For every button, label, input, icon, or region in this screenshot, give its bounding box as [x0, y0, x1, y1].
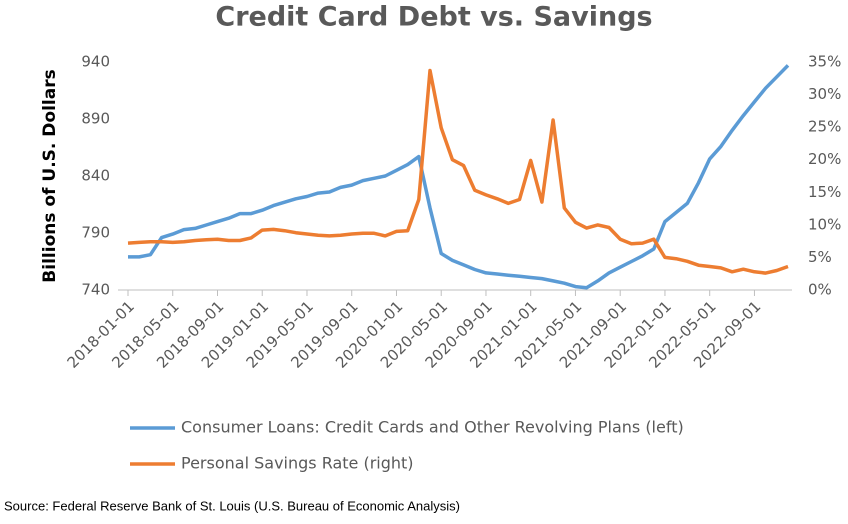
legend-label: Consumer Loans: Credit Cards and Other R… [181, 418, 684, 437]
y2-tick-label: 0% [808, 281, 832, 299]
y2-tick-label: 20% [808, 150, 841, 168]
source: Source: Federal Reserve Bank of St. Loui… [4, 498, 460, 513]
y2-tick-label: 10% [808, 215, 841, 233]
series-line [127, 68, 789, 275]
y-tick-label: 890 [81, 110, 110, 128]
y2-tick-label: 15% [808, 183, 841, 201]
y2-tick-label: 35% [808, 53, 841, 71]
y-tick-label: 940 [81, 53, 110, 71]
chart-title: Credit Card Debt vs. Savings [215, 2, 652, 33]
y2-tick-label: 5% [808, 248, 832, 266]
y2-tick-label: 30% [808, 85, 841, 103]
y-tick-label: 840 [81, 167, 110, 185]
legend-label: Personal Savings Rate (right) [181, 454, 414, 473]
y-axis-title: Billions of U.S. Dollars [40, 69, 60, 282]
y-tick-label: 790 [81, 224, 110, 242]
y-tick-label: 740 [81, 281, 110, 299]
series-line [128, 64, 790, 290]
y2-tick-label: 25% [808, 118, 841, 136]
